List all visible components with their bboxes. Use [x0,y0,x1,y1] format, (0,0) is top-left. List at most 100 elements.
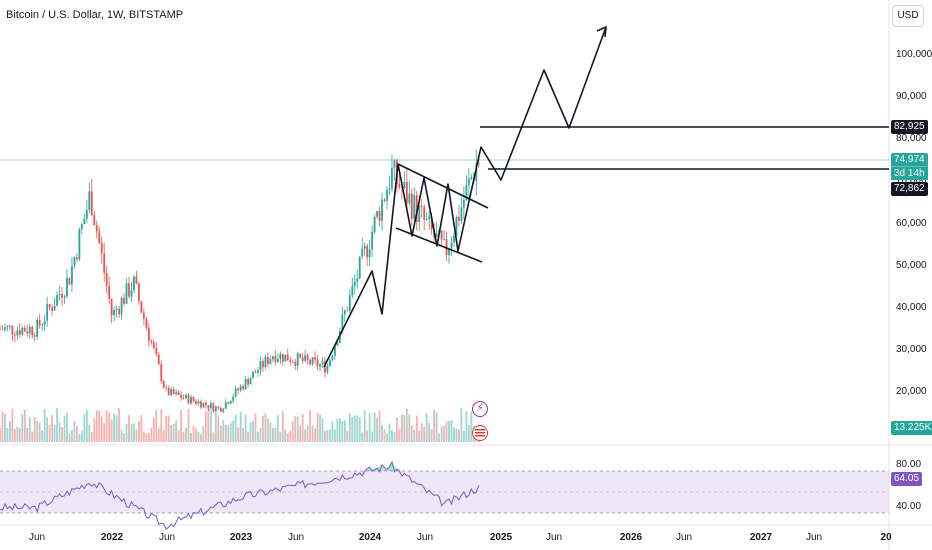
candle-body [316,359,319,367]
candle-body [413,195,416,219]
volume-bar [314,428,316,442]
candle-body [135,276,138,284]
arrow-head-drawing[interactable] [596,26,607,38]
volume-bar [53,424,56,442]
time-tick-label: 2023 [229,532,253,543]
candle-body [291,361,294,363]
candle-body [53,305,56,311]
volume-bar [291,421,294,442]
volume-bar [138,420,140,442]
candle-body [26,331,29,334]
volume-bar [378,410,381,442]
volume-bar [458,429,460,442]
last-price-tag: 74,974 [891,153,928,167]
volume-bar [408,414,411,442]
volume-bar [294,415,297,442]
us-flag-icon[interactable] [472,425,488,441]
candle-body [242,386,245,390]
candle-body [237,388,240,391]
candle-body [418,205,421,223]
candle-body [157,354,160,365]
volume-bar [38,422,41,442]
candle-body [21,327,24,335]
volume-bar [361,432,364,442]
rsi-tick-label: 40.00 [896,501,922,512]
candle-body [249,378,252,385]
flag-upper-line[interactable] [397,163,489,209]
candle-body [348,295,351,311]
candle-body [326,365,329,373]
volume-bar [145,433,148,442]
volume-bar [239,411,242,442]
candle-body [13,334,16,336]
candle-body [405,182,408,204]
flag-lower-line[interactable] [395,227,483,263]
time-tick-label: Jun [545,532,563,543]
volume-bar [281,411,284,442]
volume-bar [254,413,257,442]
volume-bar [120,429,123,442]
candle-body [460,207,463,221]
volume-bar [227,425,230,442]
impulse-wave-drawing[interactable] [323,26,607,368]
candle-body [43,320,46,325]
volume-bar [376,417,378,442]
price-tick-label: 20,000 [896,386,927,397]
volume-bar [190,432,192,442]
rsi-value-tag: 64.05 [891,472,923,486]
volume-bar [284,429,287,442]
candle-body [420,205,423,207]
volume-bar [195,428,197,442]
volume-bar [438,433,440,442]
candle-body [9,325,11,327]
candle-body [423,206,426,220]
volume-bar [368,413,371,442]
volume-bar [276,415,279,442]
candle-body [443,239,445,240]
candles [0,149,480,414]
time-tick-label: Jun [158,532,176,543]
volume-bar [13,429,16,442]
volume-bar [88,424,91,442]
candle-body [450,242,453,249]
candle-body [465,185,468,201]
drawings[interactable] [323,26,889,368]
volume-bar [185,427,187,442]
candle-body [343,310,346,315]
candle-body [378,211,381,222]
candle-body [430,216,433,230]
lightning-icon[interactable]: ⚡ [472,401,488,417]
volume-bar [33,417,36,442]
volume-bar [170,425,173,442]
volume-bar [165,415,168,442]
candle-body [309,359,311,365]
volume-bar [252,421,254,442]
candle-body [264,357,267,368]
candle-body [41,324,44,326]
candle-body [212,403,215,411]
volume-bar [433,409,436,442]
volume-bar [172,423,175,442]
candle-body [356,278,359,282]
volume-bar [304,429,307,442]
volume-bar [150,427,153,442]
volume-bar [125,423,128,442]
currency-button[interactable]: USD [892,5,924,27]
candle-body [334,345,336,356]
volume-bar [93,418,96,442]
volume-bar [279,431,282,442]
candle-body [257,370,259,373]
candle-body [222,408,225,412]
price-tick-label: 90,000 [896,91,927,103]
volume-bar [71,430,73,442]
volume-bar [229,423,232,442]
volume-bars [0,408,480,442]
volume-bar [85,409,88,442]
candle-body [209,403,212,409]
candle-body [76,257,78,260]
rsi-line [0,460,480,530]
volume-bar [73,421,76,442]
candle-body [23,327,26,332]
